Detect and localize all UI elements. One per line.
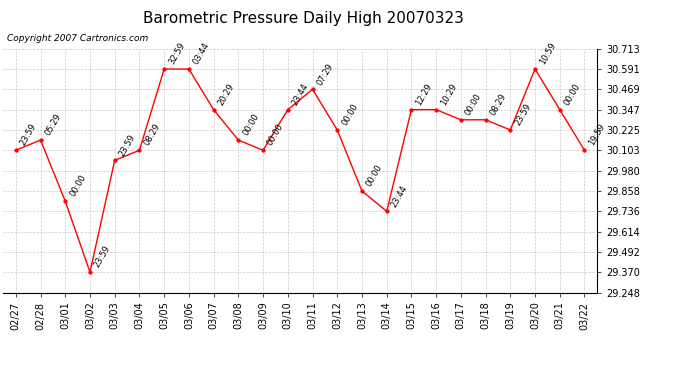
- Text: 00:00: 00:00: [365, 163, 384, 188]
- Text: 00:00: 00:00: [266, 122, 286, 147]
- Text: 23:59: 23:59: [117, 132, 137, 158]
- Text: Copyright 2007 Cartronics.com: Copyright 2007 Cartronics.com: [7, 34, 148, 43]
- Text: 03:44: 03:44: [192, 41, 211, 66]
- Text: 23:59: 23:59: [92, 244, 112, 269]
- Text: 12:29: 12:29: [414, 82, 434, 107]
- Text: 20:29: 20:29: [217, 82, 236, 107]
- Text: 10:59: 10:59: [538, 41, 558, 66]
- Text: 08:29: 08:29: [142, 122, 162, 147]
- Text: 00:00: 00:00: [562, 82, 582, 107]
- Text: 00:00: 00:00: [68, 173, 88, 198]
- Text: Barometric Pressure Daily High 20070323: Barometric Pressure Daily High 20070323: [143, 11, 464, 26]
- Text: 23:59: 23:59: [19, 122, 39, 147]
- Text: 00:00: 00:00: [340, 102, 359, 127]
- Text: 23:44: 23:44: [290, 82, 310, 107]
- Text: 32:59: 32:59: [167, 41, 187, 66]
- Text: 08:29: 08:29: [489, 92, 508, 117]
- Text: 23:44: 23:44: [389, 183, 409, 209]
- Text: 05:29: 05:29: [43, 112, 63, 137]
- Text: 00:00: 00:00: [464, 92, 483, 117]
- Text: 00:00: 00:00: [241, 112, 261, 137]
- Text: 07:29: 07:29: [315, 62, 335, 87]
- Text: 23:59: 23:59: [513, 102, 533, 127]
- Text: 10:29: 10:29: [439, 82, 459, 107]
- Text: 19:59: 19:59: [587, 122, 607, 147]
